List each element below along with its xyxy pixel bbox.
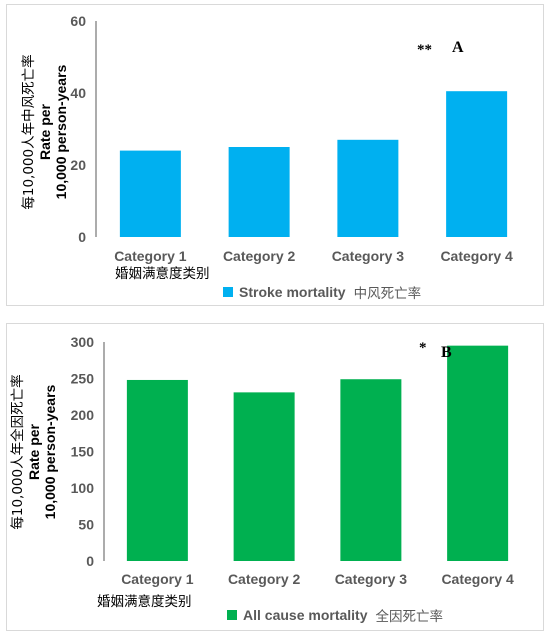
- x-tick-label: Category 3: [335, 571, 408, 587]
- category-group-label: 婚姻满意度类别: [97, 594, 192, 610]
- panel-letter: A: [452, 39, 464, 56]
- y-tick-label: 60: [70, 13, 86, 29]
- bar: [228, 147, 290, 237]
- x-tick-label: Category 3: [332, 248, 405, 264]
- y-tick-label: 0: [86, 553, 94, 569]
- bar: [446, 91, 508, 237]
- y-tick-label: 0: [78, 229, 86, 245]
- significance-marker: **: [417, 42, 432, 58]
- bar: [340, 379, 402, 561]
- x-tick-label: Category 4: [441, 571, 514, 587]
- y-tick-label: 100: [71, 480, 95, 496]
- y-tick-label: 250: [71, 371, 95, 387]
- chart-panel-a: 0 20 40 60 Category 1 Category 2 Category 3 Cat…: [6, 4, 544, 306]
- stroke-mortality-chart: 0 20 40 60 Category 1 Category 2 Category 3 Cat…: [70, 13, 513, 264]
- x-tick-label: Category 1: [114, 248, 187, 264]
- bar: [447, 345, 509, 561]
- x-tick-label: Category 2: [223, 248, 296, 264]
- y-axis-label-zh: 每10,000人年中风死亡率: [21, 54, 37, 210]
- legend: Stroke mortality 中风死亡率: [223, 282, 421, 302]
- x-tick-label: Category 4: [440, 248, 513, 264]
- bar: [233, 392, 295, 561]
- y-axis-label-zh: 每10,000人年全因死亡率: [10, 374, 26, 530]
- legend: All cause mortality 全因死亡率: [227, 605, 443, 625]
- y-tick-label: 50: [78, 517, 94, 533]
- legend-swatch: [223, 287, 233, 297]
- y-tick-label: 200: [71, 407, 95, 423]
- bar: [337, 139, 399, 237]
- x-tick-label: Category 1: [121, 571, 194, 587]
- y-axis-label-line2: Rate per: [37, 103, 53, 161]
- y-tick-label: 40: [70, 85, 86, 101]
- y-axis-label-line3: 10,000 person-years: [53, 64, 69, 200]
- y-axis-label-line3: 10,000 person-years: [42, 384, 58, 520]
- panel-letter: B: [441, 344, 452, 361]
- legend-label: All cause mortality: [243, 607, 368, 623]
- legend-label-zh: 全因死亡率: [375, 609, 444, 625]
- chart-panel-b: 0 50 100 150 200 250 300 Category 1 Category 2 Ca…: [6, 323, 544, 631]
- y-tick-label: 20: [70, 157, 86, 173]
- all-cause-mortality-chart: 0 50 100 150 200 250 300 Category 1 Category 2 Ca…: [71, 334, 514, 587]
- bar: [126, 379, 188, 561]
- legend-label-zh: 中风死亡率: [353, 286, 422, 302]
- category-group-label: 婚姻满意度类别: [115, 266, 210, 282]
- legend-swatch: [227, 610, 237, 620]
- significance-marker: *: [419, 340, 427, 356]
- y-axis-label-line2: Rate per: [26, 423, 42, 481]
- x-tick-label: Category 2: [228, 571, 301, 587]
- y-tick-label: 300: [71, 334, 95, 350]
- bar: [119, 150, 181, 237]
- y-tick-label: 150: [71, 444, 95, 460]
- legend-label: Stroke mortality: [239, 284, 346, 300]
